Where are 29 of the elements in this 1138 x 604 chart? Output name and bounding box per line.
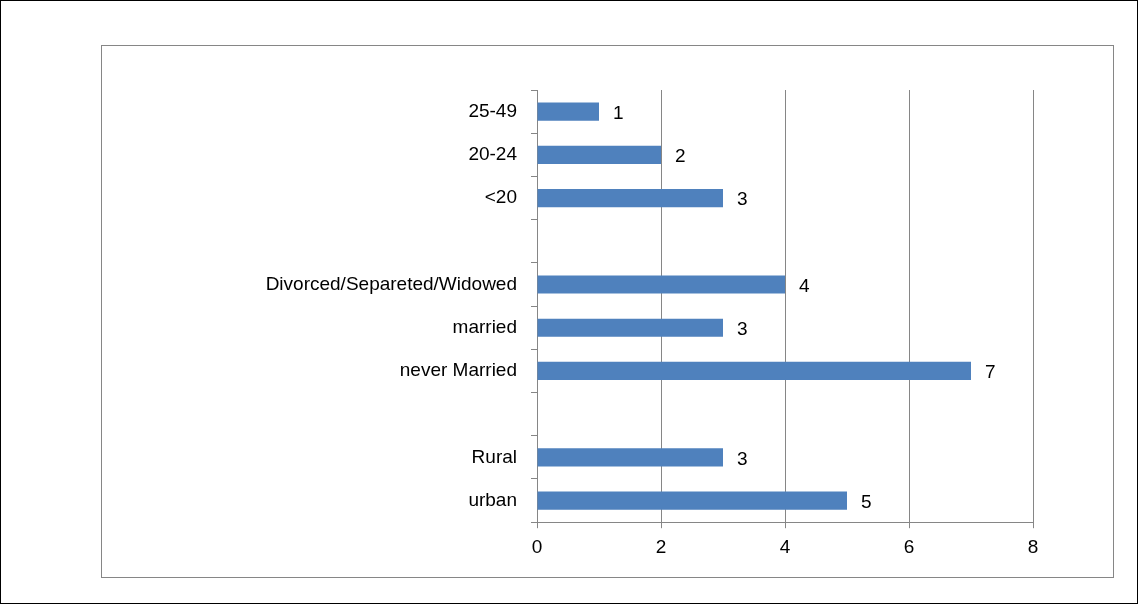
x-tick-label: 2 <box>655 535 667 557</box>
bar <box>537 275 785 294</box>
y-tick-label: Rural <box>471 445 517 467</box>
bar <box>537 318 723 337</box>
data-label: 7 <box>985 361 996 383</box>
x-tick-label: 4 <box>779 535 791 557</box>
data-label: 1 <box>613 101 624 123</box>
data-label: 3 <box>737 447 748 469</box>
y-tick-label: urban <box>468 488 517 510</box>
y-tick-label: <20 <box>484 186 517 208</box>
data-label: 5 <box>861 490 872 512</box>
data-label: 3 <box>737 317 748 339</box>
bar <box>537 361 971 381</box>
y-tick-label: married <box>452 315 517 337</box>
data-label: 4 <box>799 274 810 296</box>
y-tick-label: Divorced/Separeted/Widowed <box>265 272 517 294</box>
y-tick-label: 20-24 <box>468 143 518 165</box>
y-tick-label: never Married <box>399 359 517 381</box>
bar <box>537 491 847 510</box>
bar <box>537 145 661 164</box>
data-label: 3 <box>737 188 748 210</box>
bar <box>537 188 723 208</box>
x-tick-label: 8 <box>1027 535 1039 557</box>
bar <box>537 448 723 467</box>
bar <box>537 102 599 121</box>
y-tick-label: 25-49 <box>468 99 517 121</box>
data-label: 2 <box>675 145 686 167</box>
x-tick-label: 0 <box>531 535 543 557</box>
x-tick-label: 6 <box>903 535 915 557</box>
